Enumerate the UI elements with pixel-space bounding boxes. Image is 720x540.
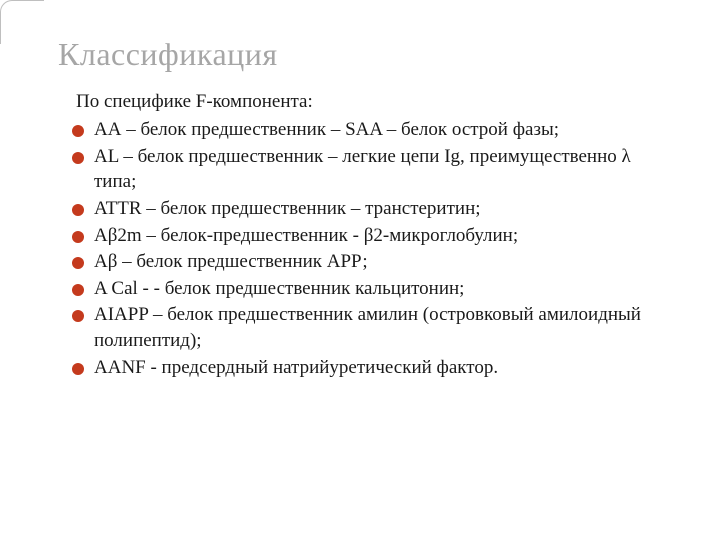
intro-text: По специфике F-компонента: <box>76 91 666 113</box>
list-item: AANF - предсердный натрийуретический фак… <box>54 355 666 381</box>
list-item: A Cal - - белок предшественник кальцитон… <box>54 276 666 302</box>
list-item: ATTR – белок предшественник – транстерит… <box>54 196 666 222</box>
slide-title: Классификация <box>58 36 666 73</box>
list-item: АА – белок предшественник – SAA – белок … <box>54 117 666 143</box>
list-item: Aβ – белок предшественник АРР; <box>54 249 666 275</box>
bullet-list: АА – белок предшественник – SAA – белок … <box>54 117 666 380</box>
list-item: AL – белок предшественник – легкие цепи … <box>54 144 666 195</box>
list-item: AIAPP – белок предшественник амилин (ост… <box>54 302 666 353</box>
list-item: Aβ2m – белок-предшественник - β2-микрогл… <box>54 223 666 249</box>
slide: Классификация По специфике F-компонента:… <box>0 0 720 540</box>
corner-decoration <box>0 0 44 44</box>
